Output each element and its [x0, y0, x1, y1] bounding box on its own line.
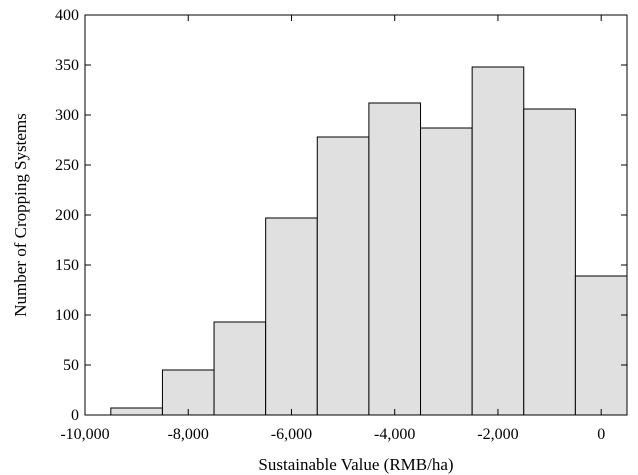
x-tick-label: -8,000 [168, 426, 209, 443]
x-tick-label: 0 [597, 426, 605, 443]
x-tick-label: -6,000 [271, 426, 312, 443]
y-tick-label: 250 [55, 157, 79, 174]
x-tick-label: -4,000 [374, 426, 415, 443]
histogram-bar-10 [574, 275, 628, 416]
y-tick-label: 350 [55, 57, 79, 74]
histogram-bar-2 [161, 369, 215, 416]
plot-frame [84, 14, 628, 416]
histogram-bar-4 [265, 217, 318, 416]
histogram-bar-6 [368, 102, 422, 416]
x-tick-label: -2,000 [477, 426, 518, 443]
histogram-bar-9 [523, 108, 576, 416]
y-axis-label: Number of Cropping Systems [11, 113, 30, 317]
y-tick-label: 100 [55, 307, 79, 324]
y-tick-label: 50 [63, 357, 79, 374]
y-tick-label: 200 [55, 207, 79, 224]
histogram-bar-8 [471, 66, 525, 416]
y-tick-label: 400 [55, 7, 79, 24]
y-tick-label: 300 [55, 107, 79, 124]
histogram-bar-5 [316, 136, 370, 416]
x-tick-label: -10,000 [60, 426, 109, 443]
histogram-bar-1 [110, 407, 163, 416]
x-axis-label: Sustainable Value (RMB/ha) [258, 455, 453, 474]
bars-group [110, 66, 628, 416]
histogram-bar-3 [213, 321, 267, 416]
histogram-bar-7 [420, 127, 473, 416]
tick-labels-group: -10,000 -8,000 -6,000 -4,000 -2,000 0 0 50 100 15… [55, 7, 605, 443]
y-tick-label: 150 [55, 257, 79, 274]
y-tick-label: 0 [71, 407, 79, 424]
